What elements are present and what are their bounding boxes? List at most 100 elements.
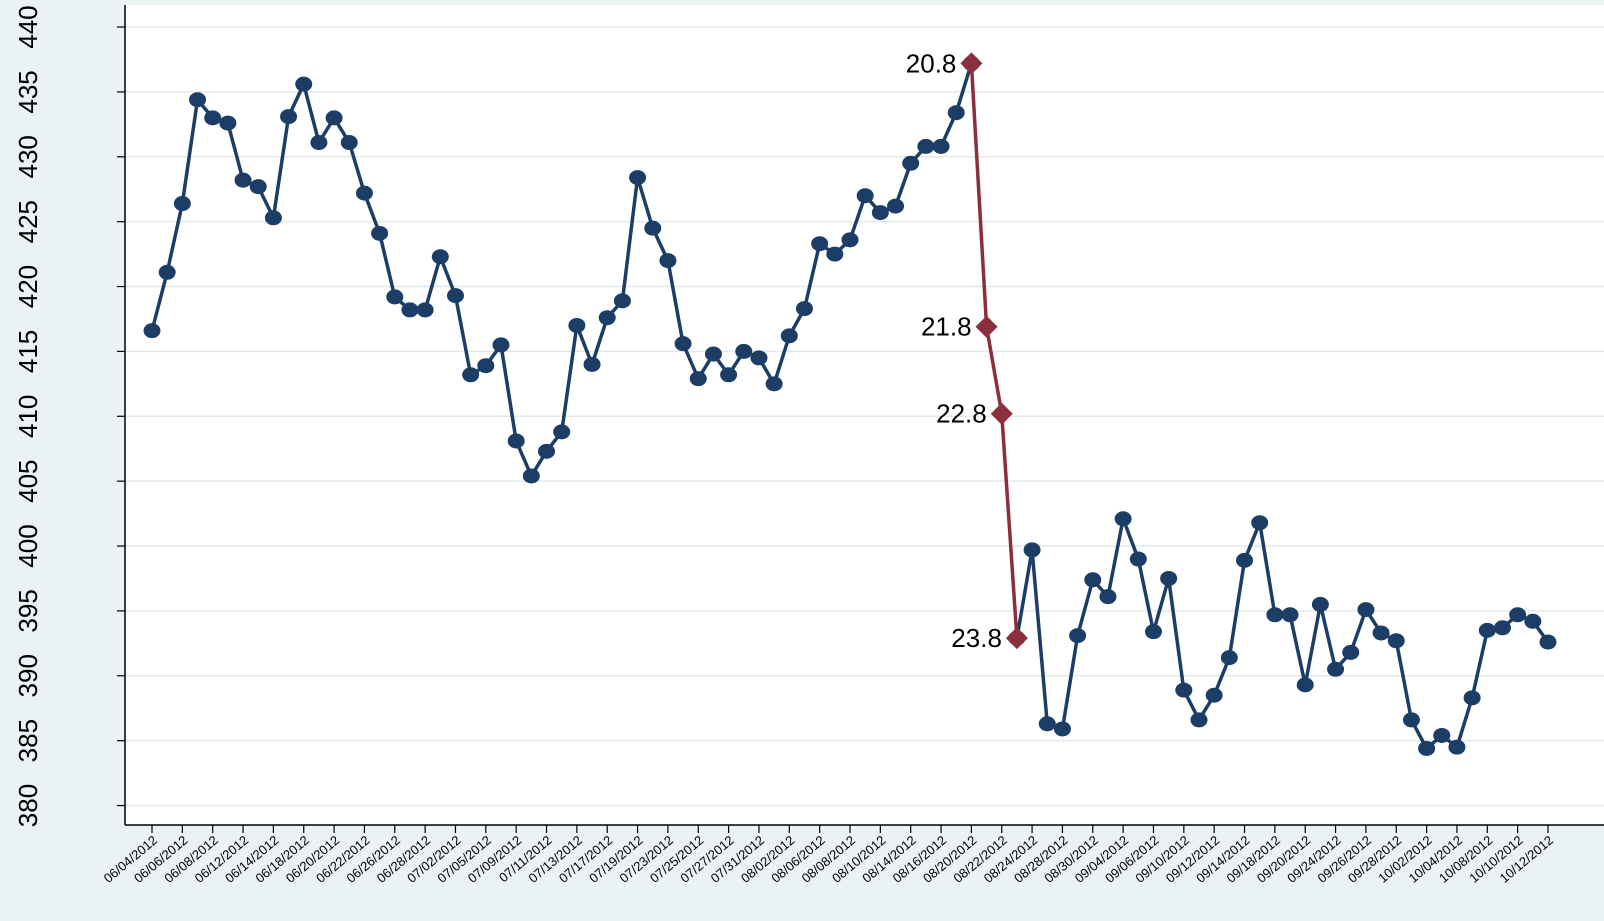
point-marker [340,135,358,151]
y-tick-label: 405 [13,459,43,502]
point-marker [310,135,328,151]
point-marker [826,246,844,262]
y-tick-label: 440 [13,5,43,48]
point-marker [1524,613,1542,629]
plot-area [125,5,1604,825]
point-marker [355,185,373,201]
point-marker [644,220,662,236]
point-marker [1418,740,1436,756]
point-marker [219,115,237,131]
point-marker [613,293,631,309]
point-marker [1311,596,1329,612]
point-marker [932,138,950,154]
y-tick-label: 410 [13,395,43,438]
series-line [969,63,1019,639]
y-tick-label: 385 [13,719,43,762]
point-marker [1069,628,1087,644]
y-tick-label: 390 [13,654,43,697]
point-marker [446,288,464,304]
point-marker [507,433,525,449]
point-marker [629,170,647,186]
point-marker [1220,650,1238,666]
point-marker [1296,677,1314,693]
y-tick-label: 435 [13,70,43,113]
point-marker [249,179,267,195]
y-tick-label: 425 [13,200,43,243]
point-marker [1160,570,1178,586]
point-marker [1144,624,1162,640]
point-marker [1053,721,1071,737]
point-marker [492,337,510,353]
y-tick-label: 395 [13,589,43,632]
point-marker [871,205,889,221]
point-marker [1266,607,1284,623]
point-marker [841,232,859,248]
point-marker [295,76,313,92]
point-marker [1190,712,1208,728]
point-marker [674,336,692,352]
point-label: 22.8 [936,399,987,429]
point-marker [990,402,1013,425]
point-marker [1448,739,1466,755]
y-tick-label: 430 [13,135,43,178]
y-tick-label: 400 [13,524,43,567]
point-marker [1357,602,1375,618]
point-marker [598,310,616,326]
point-marker [416,302,434,318]
point-marker [780,328,798,344]
point-marker [1433,727,1451,743]
point-marker [1205,687,1223,703]
point-marker [1114,511,1132,527]
point-marker [1038,716,1056,732]
point-marker [1493,620,1511,636]
point-marker [1175,682,1193,698]
point-marker [887,198,905,214]
point-marker [1023,542,1041,558]
point-marker [856,188,874,204]
point-marker [1387,633,1405,649]
point-marker [1251,515,1269,531]
point-marker [143,323,161,339]
point-marker [704,346,722,362]
point-marker [401,302,419,318]
y-tick-label: 415 [13,330,43,373]
point-label: 20.8 [906,48,957,78]
point-marker [735,343,753,359]
point-marker [264,210,282,226]
point-marker [917,138,935,154]
point-marker [204,110,222,126]
point-marker [568,317,586,333]
point-marker [1327,661,1345,677]
point-marker [1372,625,1390,641]
point-marker [947,105,965,121]
point-marker [234,172,252,188]
point-marker [1463,690,1481,706]
point-marker [689,371,707,387]
point-marker [1402,712,1420,728]
point-marker [1005,627,1028,650]
point-marker [811,236,829,252]
point-marker [173,196,191,212]
point-marker [462,367,480,383]
point-marker [325,110,343,126]
point-marker [1478,622,1496,638]
point-marker [386,289,404,305]
y-tick-label: 420 [13,265,43,308]
point-marker [371,225,389,241]
point-marker [522,468,540,484]
point-marker [960,52,983,75]
point-marker [1539,634,1557,650]
point-marker [583,356,601,372]
point-marker [538,443,556,459]
point-marker [720,367,738,383]
point-marker [1509,607,1527,623]
point-marker [765,376,783,392]
point-marker [659,253,677,269]
point-marker [189,92,207,108]
point-marker [1099,589,1117,605]
point-label: 23.8 [951,623,1002,653]
point-marker [975,315,998,338]
point-marker [795,301,813,317]
y-tick-label: 380 [13,784,43,827]
